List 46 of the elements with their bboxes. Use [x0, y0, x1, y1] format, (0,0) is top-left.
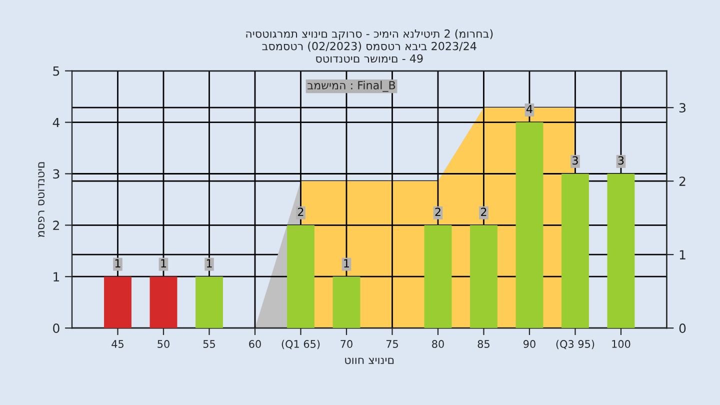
- x-tick-label: 50: [158, 340, 170, 348]
- bar: [562, 174, 589, 328]
- x-tick-label: 80: [432, 340, 444, 348]
- bar: [607, 174, 635, 328]
- x-tick-label: 55: [203, 340, 215, 348]
- data-label: 3: [618, 156, 624, 165]
- y-tick-label: 0: [53, 324, 60, 333]
- data-label: 1: [161, 259, 166, 268]
- bar: [470, 225, 498, 328]
- y-tick-label: 4: [52, 118, 60, 128]
- data-label: 4: [526, 104, 532, 114]
- x-tick-label: 85: [478, 340, 490, 348]
- x-tick-label: 100: [612, 340, 630, 348]
- bar: [150, 276, 178, 328]
- y2-tick-label: 0: [679, 324, 686, 333]
- x-axis-title: טווח ציונים: [345, 358, 394, 364]
- chart-title: היסטוגרמת ציונים בקורס - כימיה אנליטית 2 (מורחב) בסמסטר (02/2023) סמסטר אביב 2023/24 סטודנטים רשומים - 49: [246, 29, 493, 63]
- data-label: 2: [481, 208, 486, 216]
- bar: [104, 276, 132, 328]
- y2-tick-label: 1: [680, 250, 686, 260]
- bar: [287, 225, 314, 328]
- y2-tick-label: 2: [679, 176, 686, 186]
- x-tick-label: 45: [112, 340, 124, 348]
- bar: [516, 122, 544, 328]
- x-tick-label: 90: [524, 340, 536, 348]
- x-tick-label: 75: [386, 340, 398, 348]
- y-tick-label: 1: [54, 272, 60, 282]
- data-label: 1: [344, 259, 349, 268]
- data-label: 2: [435, 208, 440, 216]
- data-label: 1: [115, 259, 120, 268]
- y2-tick-label: 3: [679, 103, 686, 113]
- x-tick-label: (Q1 65): [282, 340, 320, 350]
- y-tick-label: 5: [53, 66, 60, 76]
- x-tick-label: 60: [249, 340, 261, 348]
- bar: [196, 276, 223, 328]
- data-label: 3: [572, 156, 578, 165]
- y-axis-title: מספר סטודנטים: [38, 162, 45, 238]
- y-tick-label: 2: [53, 220, 59, 230]
- data-label: 1: [206, 259, 212, 268]
- x-tick-label: (Q3 95): [556, 340, 594, 350]
- bar: [332, 276, 360, 328]
- bar: [424, 225, 452, 328]
- annotation: במשימה : Final_B: [308, 80, 396, 92]
- x-tick-label: 70: [340, 340, 352, 348]
- data-label: 2: [298, 208, 304, 216]
- y-tick-label: 3: [53, 169, 60, 179]
